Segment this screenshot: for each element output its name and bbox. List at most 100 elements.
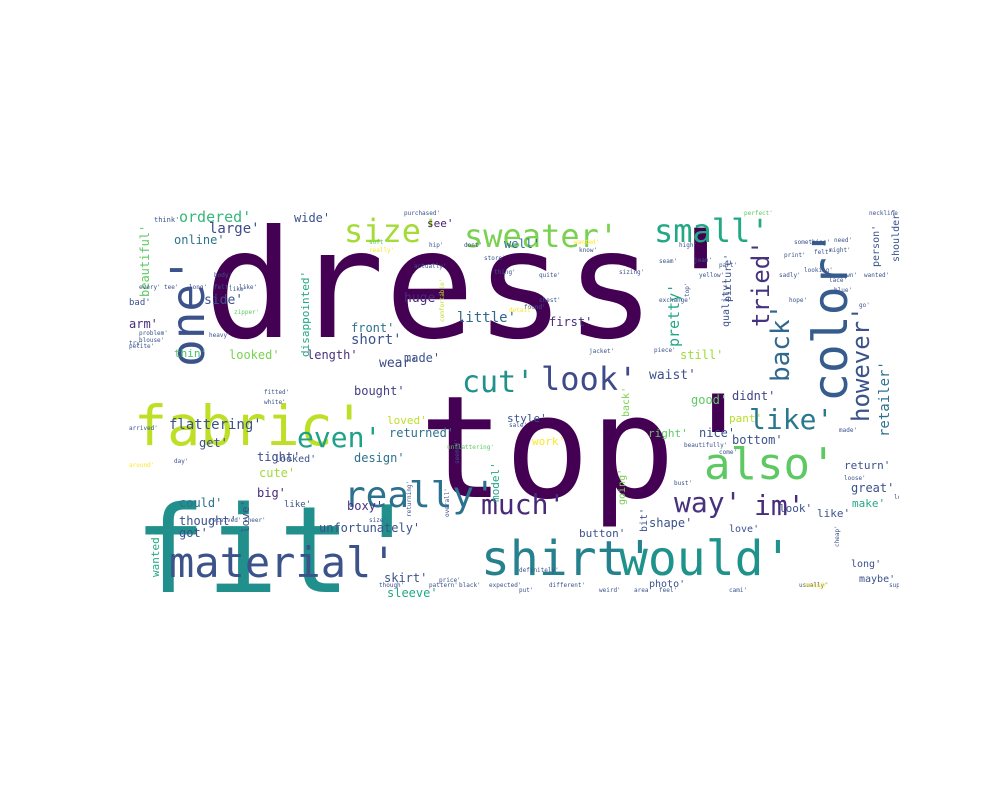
word-cloud-word: little' bbox=[457, 310, 516, 326]
word-cloud-word: tried' bbox=[747, 240, 775, 327]
word-cloud-word: person' bbox=[871, 225, 882, 267]
word-cloud-word: shoulder' bbox=[891, 208, 899, 262]
word-cloud-word: huge' bbox=[404, 291, 443, 306]
word-cloud-word: back' bbox=[766, 304, 796, 382]
word-cloud-word: waist' bbox=[649, 368, 696, 383]
word-cloud-word: super' bbox=[889, 582, 899, 589]
word-cloud-word: look' bbox=[541, 360, 637, 398]
word-cloud-word: top' bbox=[419, 366, 761, 531]
word-cloud-word: exchange' bbox=[659, 297, 692, 304]
word-cloud-word: like' bbox=[749, 403, 833, 436]
word-cloud-word: sheer' bbox=[244, 517, 266, 524]
word-cloud-word: would' bbox=[619, 531, 792, 587]
word-cloud-word: cute' bbox=[259, 466, 295, 480]
word-cloud-word: tight' bbox=[257, 450, 300, 464]
word-cloud-word: soft' bbox=[369, 239, 387, 246]
word-cloud-word: dress' bbox=[204, 207, 746, 373]
word-cloud-word: picture' bbox=[723, 254, 734, 302]
word-cloud-word: love' bbox=[729, 524, 759, 535]
word-cloud-word: yellow' bbox=[699, 272, 724, 279]
word-cloud-word: loved' bbox=[387, 414, 427, 427]
word-cloud-word: chest' bbox=[539, 297, 561, 304]
word-cloud-word: still' bbox=[680, 348, 723, 362]
word-cloud-word: different' bbox=[549, 582, 585, 589]
word-cloud-word: boxy' bbox=[347, 499, 383, 513]
word-cloud-word: definitely' bbox=[519, 567, 559, 574]
word-cloud-word: piece' bbox=[654, 347, 676, 354]
word-cloud-word: hope' bbox=[789, 297, 807, 304]
word-cloud-word: disappointed' bbox=[299, 271, 312, 357]
word-cloud-word: know' bbox=[579, 247, 597, 254]
word-cloud-word: thin' bbox=[174, 347, 207, 360]
word-cloud-word: perfect' bbox=[744, 210, 773, 217]
word-cloud-word: part' bbox=[719, 262, 737, 269]
word-cloud-word: print' bbox=[784, 252, 806, 259]
word-cloud-word: ordered' bbox=[179, 208, 251, 226]
word-cloud-word: look' bbox=[894, 494, 899, 501]
word-cloud-word: like' bbox=[284, 500, 311, 510]
word-cloud-word: go' bbox=[859, 302, 870, 309]
word-cloud-word: fitted' bbox=[264, 389, 289, 396]
word-cloud-word: retailer' bbox=[877, 361, 893, 437]
word-cloud-word: every' bbox=[139, 284, 161, 291]
word-cloud-word: way' bbox=[674, 486, 741, 519]
word-cloud-word: get' bbox=[199, 436, 228, 450]
word-cloud-word: day' bbox=[174, 458, 188, 465]
word-cloud-word: purchased' bbox=[404, 210, 440, 217]
word-cloud-word: wanted' bbox=[574, 239, 599, 246]
word-cloud-word: cut' bbox=[462, 365, 534, 400]
word-cloud-word: black' bbox=[459, 582, 481, 589]
word-cloud-word: problem' bbox=[139, 330, 168, 337]
word-cloud-word: pant' bbox=[729, 412, 762, 425]
word-cloud-word: could' bbox=[179, 496, 222, 510]
word-cloud-word: wear' bbox=[379, 356, 418, 371]
word-cloud-word: hip' bbox=[429, 242, 443, 249]
word-cloud-word: love' bbox=[239, 500, 252, 533]
word-cloud-word: store' bbox=[484, 255, 506, 262]
word-cloud-word: cheap' bbox=[834, 525, 841, 547]
word-cloud-word: come' bbox=[719, 449, 737, 456]
word-cloud-word: arm' bbox=[129, 317, 158, 331]
word-cloud-word: wanted' bbox=[864, 272, 889, 279]
word-cloud-word: sale' bbox=[509, 422, 527, 429]
word-cloud-word: beautifully' bbox=[684, 442, 727, 449]
word-cloud-word: body' bbox=[214, 272, 232, 279]
word-cloud-word: something' bbox=[794, 239, 830, 246]
word-cloud-word: really' bbox=[344, 475, 496, 516]
word-cloud-word: think' bbox=[154, 216, 179, 224]
word-cloud-word: model' bbox=[489, 462, 502, 502]
word-cloud-word: overall' bbox=[444, 488, 451, 517]
word-cloud-word: loose' bbox=[844, 475, 866, 482]
word-cloud-word: arrived' bbox=[129, 425, 158, 432]
word-cloud-word: felt' bbox=[214, 284, 232, 291]
word-cloud-word: looked' bbox=[229, 348, 280, 362]
word-cloud-word: detail' bbox=[509, 307, 534, 314]
word-cloud-word: right' bbox=[648, 427, 688, 440]
word-cloud-word: back' bbox=[621, 387, 632, 417]
word-cloud-word: well' bbox=[504, 237, 540, 251]
word-cloud-word: high' bbox=[679, 242, 697, 249]
word-cloud-word: sizing' bbox=[619, 269, 644, 276]
word-cloud-word: thing' bbox=[494, 269, 516, 276]
word-cloud-word: pattern' bbox=[429, 582, 458, 589]
word-cloud-word: got' bbox=[179, 526, 208, 540]
word-cloud-word: area' bbox=[634, 587, 652, 594]
word-cloud-word: put' bbox=[519, 587, 533, 594]
word-cloud: dress'top'fit'fabric'shirt'would'materia… bbox=[129, 207, 899, 599]
word-cloud-word: really' bbox=[369, 247, 394, 254]
word-cloud-word: fabric' bbox=[134, 394, 366, 458]
word-cloud-word: make' bbox=[852, 497, 885, 510]
word-cloud-word: large' bbox=[209, 221, 260, 237]
word-cloud-word: petite' bbox=[129, 343, 154, 350]
word-cloud-word: blouse' bbox=[139, 337, 164, 344]
word-cloud-word: wide' bbox=[294, 211, 330, 225]
word-cloud-word: fit' bbox=[134, 482, 423, 599]
word-cloud-word: weird' bbox=[599, 587, 621, 594]
word-cloud-word: like' bbox=[817, 507, 850, 520]
word-cloud-word: short' bbox=[351, 332, 402, 348]
word-cloud-word: received' bbox=[209, 517, 242, 524]
word-cloud-word: enough' bbox=[804, 582, 829, 589]
word-cloud-word: bit' bbox=[639, 508, 650, 532]
word-cloud-word: beautiful' bbox=[138, 225, 152, 297]
word-cloud-word: pretty' bbox=[665, 284, 683, 347]
